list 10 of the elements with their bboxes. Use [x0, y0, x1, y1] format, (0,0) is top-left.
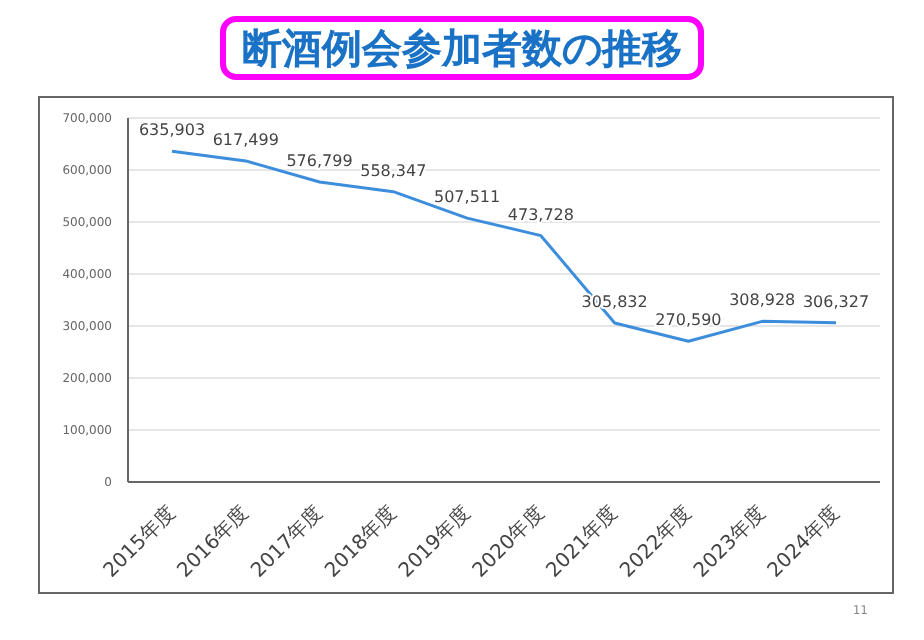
- data-label: 558,347: [360, 161, 427, 180]
- data-label: 306,327: [802, 292, 870, 311]
- data-label: 576,799: [286, 152, 353, 171]
- data-label: 473,728: [507, 205, 574, 224]
- data-label: 617,499: [212, 130, 279, 149]
- data-label: 308,928: [729, 291, 796, 310]
- data-label: 635,903: [138, 121, 206, 140]
- chart-title: 断酒例会参加者数の推移: [220, 16, 704, 80]
- data-label: 270,590: [655, 311, 722, 330]
- data-label: 507,511: [434, 188, 501, 207]
